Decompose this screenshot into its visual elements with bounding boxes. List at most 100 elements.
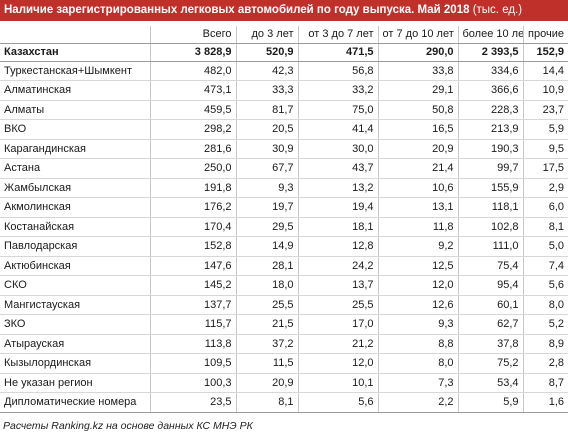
value-7-to-10: 9,3 bbox=[377, 314, 458, 335]
value-under-3: 42,3 bbox=[235, 61, 298, 81]
value-total: 147,6 bbox=[149, 256, 236, 276]
value-3-to-7: 12,0 bbox=[297, 353, 378, 374]
value-under-3: 11,5 bbox=[235, 353, 298, 374]
value-total: 459,5 bbox=[149, 100, 236, 120]
table-row: ВКО 298,2 20,5 41,4 16,5 213,9 5,9 bbox=[0, 119, 568, 140]
value-over-10: 95,4 bbox=[457, 275, 523, 296]
value-3-to-7: 19,4 bbox=[297, 197, 378, 218]
source-footnote: Расчеты Ranking.kz на основе данных КС М… bbox=[3, 420, 253, 432]
value-other: 2,9 bbox=[522, 178, 568, 198]
value-total: 3 828,9 bbox=[149, 43, 236, 62]
table-row: Костанайская 170,4 29,5 18,1 11,8 102,8 8,1 bbox=[0, 217, 568, 237]
value-3-to-7: 17,0 bbox=[297, 314, 378, 335]
value-under-3: 25,5 bbox=[235, 295, 298, 315]
value-7-to-10: 29,1 bbox=[377, 80, 458, 101]
table-row: Карагандинская 281,6 30,9 30,0 20,9 190,3 9,5 bbox=[0, 139, 568, 159]
table-row: Не указан регион 100,3 20,9 10,1 7,3 53,4 8,7 bbox=[0, 373, 568, 393]
value-over-10: 213,9 bbox=[457, 119, 523, 140]
value-total: 250,0 bbox=[149, 158, 236, 179]
value-total: 115,7 bbox=[149, 314, 236, 335]
value-3-to-7: 24,2 bbox=[297, 256, 378, 276]
region-name: Костанайская bbox=[0, 217, 150, 237]
value-under-3: 18,0 bbox=[235, 275, 298, 296]
column-header-other: прочие bbox=[522, 26, 568, 44]
value-3-to-7: 33,2 bbox=[297, 80, 378, 101]
value-3-to-7: 75,0 bbox=[297, 100, 378, 120]
value-total: 109,5 bbox=[149, 353, 236, 374]
value-other: 152,9 bbox=[522, 43, 568, 62]
value-over-10: 75,4 bbox=[457, 256, 523, 276]
value-over-10: 75,2 bbox=[457, 353, 523, 374]
value-other: 5,6 bbox=[522, 275, 568, 296]
table-row: Актюбинская 147,6 28,1 24,2 12,5 75,4 7,4 bbox=[0, 256, 568, 276]
value-7-to-10: 21,4 bbox=[377, 158, 458, 179]
table-title-banner: Наличие зарегистрированных легковых авто… bbox=[0, 0, 568, 21]
value-under-3: 33,3 bbox=[235, 80, 298, 101]
region-name: Алматинская bbox=[0, 80, 150, 101]
table-row: Атырауская 113,8 37,2 21,2 8,8 37,8 8,9 bbox=[0, 334, 568, 354]
value-3-to-7: 12,8 bbox=[297, 236, 378, 257]
value-3-to-7: 41,4 bbox=[297, 119, 378, 140]
value-7-to-10: 2,2 bbox=[377, 392, 458, 413]
value-7-to-10: 12,5 bbox=[377, 256, 458, 276]
value-over-10: 366,6 bbox=[457, 80, 523, 101]
value-other: 6,0 bbox=[522, 197, 568, 218]
value-over-10: 60,1 bbox=[457, 295, 523, 315]
value-over-10: 155,9 bbox=[457, 178, 523, 198]
value-3-to-7: 5,6 bbox=[297, 392, 378, 413]
value-3-to-7: 13,2 bbox=[297, 178, 378, 198]
value-7-to-10: 8,8 bbox=[377, 334, 458, 354]
value-other: 9,5 bbox=[522, 139, 568, 159]
value-over-10: 118,1 bbox=[457, 197, 523, 218]
value-total: 281,6 bbox=[149, 139, 236, 159]
value-3-to-7: 43,7 bbox=[297, 158, 378, 179]
value-under-3: 28,1 bbox=[235, 256, 298, 276]
value-7-to-10: 290,0 bbox=[377, 43, 458, 62]
region-name: Павлодарская bbox=[0, 236, 150, 257]
table-row: СКО 145,2 18,0 13,7 12,0 95,4 5,6 bbox=[0, 275, 568, 296]
value-total: 152,8 bbox=[149, 236, 236, 257]
value-3-to-7: 18,1 bbox=[297, 217, 378, 237]
region-name: Алматы bbox=[0, 100, 150, 120]
table-row: Кызылординская 109,5 11,5 12,0 8,0 75,2 2,8 bbox=[0, 353, 568, 374]
value-total: 473,1 bbox=[149, 80, 236, 101]
value-7-to-10: 33,8 bbox=[377, 61, 458, 81]
region-name: Мангистауская bbox=[0, 295, 150, 315]
value-over-10: 5,9 bbox=[457, 392, 523, 413]
value-other: 8,0 bbox=[522, 295, 568, 315]
table-row: Павлодарская 152,8 14,9 12,8 9,2 111,0 5,0 bbox=[0, 236, 568, 257]
value-under-3: 20,5 bbox=[235, 119, 298, 140]
column-header-7-to-10: от 7 до 10 лет bbox=[377, 26, 458, 44]
value-other: 8,9 bbox=[522, 334, 568, 354]
value-under-3: 37,2 bbox=[235, 334, 298, 354]
table-row: Дипломатические номера 23,5 8,1 5,6 2,2 5,9 1,… bbox=[0, 392, 568, 413]
region-name: Карагандинская bbox=[0, 139, 150, 159]
value-3-to-7: 25,5 bbox=[297, 295, 378, 315]
value-over-10: 37,8 bbox=[457, 334, 523, 354]
table-row: Мангистауская 137,7 25,5 25,5 12,6 60,1 8,0 bbox=[0, 295, 568, 315]
value-under-3: 520,9 bbox=[235, 43, 298, 62]
value-total: 298,2 bbox=[149, 119, 236, 140]
value-other: 8,7 bbox=[522, 373, 568, 393]
region-name: Астана bbox=[0, 158, 150, 179]
column-header-total: Всего bbox=[149, 26, 236, 44]
value-other: 10,9 bbox=[522, 80, 568, 101]
table-row: ЗКО 115,7 21,5 17,0 9,3 62,7 5,2 bbox=[0, 314, 568, 335]
data-table: Всего до 3 лет от 3 до 7 лет от 7 до 10 … bbox=[0, 26, 568, 413]
value-under-3: 20,9 bbox=[235, 373, 298, 393]
value-over-10: 99,7 bbox=[457, 158, 523, 179]
table-row: Астана 250,0 67,7 43,7 21,4 99,7 17,5 bbox=[0, 158, 568, 179]
value-other: 14,4 bbox=[522, 61, 568, 81]
value-7-to-10: 10,6 bbox=[377, 178, 458, 198]
value-7-to-10: 9,2 bbox=[377, 236, 458, 257]
column-header-region bbox=[0, 26, 150, 44]
value-under-3: 14,9 bbox=[235, 236, 298, 257]
value-other: 5,0 bbox=[522, 236, 568, 257]
value-total: 176,2 bbox=[149, 197, 236, 218]
region-name: Актюбинская bbox=[0, 256, 150, 276]
table-row: Акмолинская 176,2 19,7 19,4 13,1 118,1 6,0 bbox=[0, 197, 568, 218]
column-header-under-3: до 3 лет bbox=[235, 26, 298, 44]
value-under-3: 30,9 bbox=[235, 139, 298, 159]
value-over-10: 53,4 bbox=[457, 373, 523, 393]
value-other: 2,8 bbox=[522, 353, 568, 374]
